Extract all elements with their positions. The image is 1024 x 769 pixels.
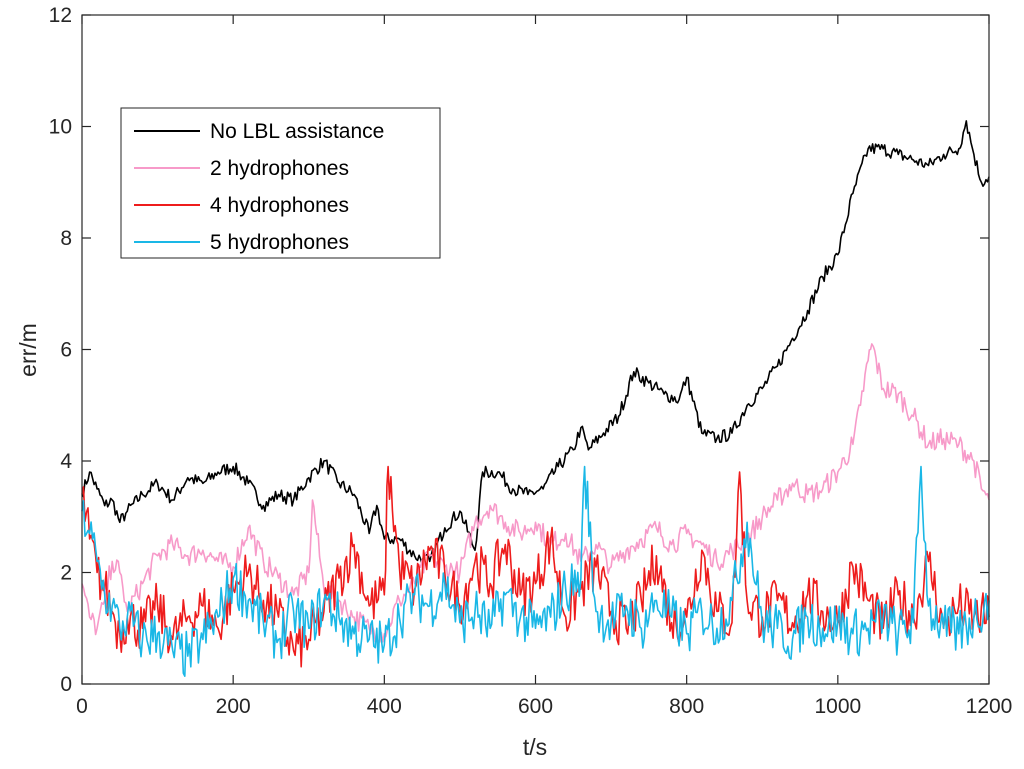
x-axis-title: t/s: [523, 734, 547, 760]
legend: No LBL assistance 2 hydrophones 4 hydropho…: [120, 107, 441, 259]
y-tick-label: 8: [60, 227, 72, 250]
x-tick-label: 1200: [966, 695, 1013, 718]
y-axis-title: err/m: [15, 323, 41, 377]
y-tick-label: 0: [60, 673, 72, 696]
series-line-5-hydrophones: [81, 465, 990, 678]
y-tick-label: 4: [60, 450, 72, 473]
y-tick-label: 10: [49, 116, 72, 139]
series-line-no-lbl-assistance: [81, 120, 990, 566]
x-tick-label: 600: [518, 695, 553, 718]
legend-label-5-hydrophones: 5 hydrophones: [210, 231, 349, 254]
x-tick-label: 200: [216, 695, 251, 718]
y-tick-label: 12: [49, 4, 72, 27]
legend-box: [120, 107, 441, 259]
ticks-layer: 0 200 400 600 800 1000 1200 0 2 4 6 8 10 12: [49, 4, 1013, 718]
series-layer: [81, 120, 990, 678]
x-tick-label: 400: [367, 695, 402, 718]
legend-label-4-hydrophones: 4 hydrophones: [210, 194, 349, 217]
legend-label-2-hydrophones: 2 hydrophones: [210, 157, 349, 180]
y-tick-label: 2: [60, 562, 72, 585]
series-line-2-hydrophones: [81, 343, 990, 643]
x-tick-label: 0: [76, 695, 88, 718]
y-tick-label: 6: [60, 339, 72, 362]
legend-label-no-lbl-assistance: No LBL assistance: [210, 120, 384, 143]
x-tick-label: 800: [669, 695, 704, 718]
x-tick-label: 1000: [814, 695, 861, 718]
